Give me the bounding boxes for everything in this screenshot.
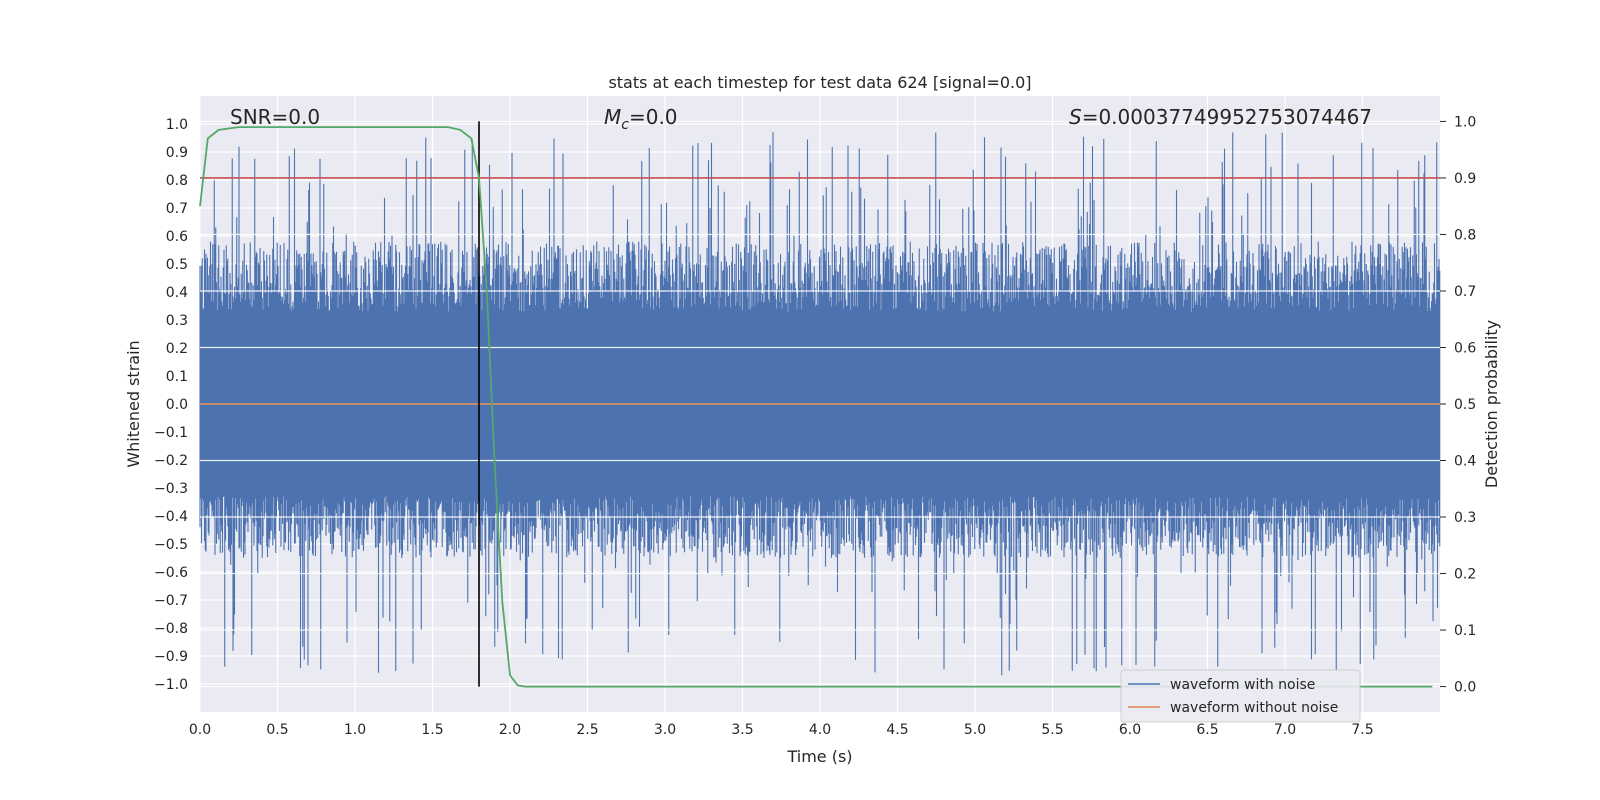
- y-tick-label: 0.6: [166, 229, 188, 245]
- y-tick-label: 0.1: [166, 369, 188, 385]
- ticks: 0.0 0.5 1.0 1.5 2.0 2.5 3.0 3.5 4.0 4.5 5.0 5.5 6.0 6…: [154, 114, 1476, 738]
- x-tick-label: 1.5: [421, 722, 443, 738]
- y-tick-label: −1.0: [154, 677, 188, 693]
- y-tick-label: −0.8: [154, 621, 188, 637]
- legend-label-clean: waveform without noise: [1170, 700, 1338, 716]
- snr-annotation: SNR=0.0: [230, 105, 320, 129]
- s-value: =0.00037749952753074467: [1082, 105, 1372, 129]
- y2-tick-label: 0.4: [1454, 454, 1476, 470]
- chirp-mass-value: =0.0: [629, 105, 678, 129]
- y2-tick-label: 0.2: [1454, 567, 1476, 583]
- x-tick-label: 4.0: [809, 722, 831, 738]
- y2-tick-label: 0.0: [1454, 680, 1476, 696]
- y-tick-label: −0.9: [154, 649, 188, 665]
- legend-box: [1120, 669, 1361, 723]
- y-tick-label: 0.2: [166, 341, 188, 357]
- x-tick-label: 2.0: [499, 722, 521, 738]
- y-tick-label: 0.7: [166, 201, 188, 217]
- y-axis-label: Whitened strain: [124, 340, 143, 467]
- y2-tick-label: 0.3: [1454, 510, 1476, 526]
- y2-tick-label: 0.5: [1454, 397, 1476, 413]
- y-tick-label: −0.1: [154, 425, 188, 441]
- y-tick-label: 0.4: [166, 285, 188, 301]
- y-tick-label: −0.6: [154, 565, 188, 581]
- y2-axis-label: Detection probability: [1482, 320, 1501, 488]
- y-tick-label: 0.9: [166, 145, 188, 161]
- y2-tick-label: 0.6: [1454, 340, 1476, 356]
- y2-tick-label: 0.9: [1454, 171, 1476, 187]
- x-tick-label: 1.0: [344, 722, 366, 738]
- x-tick-label: 3.0: [654, 722, 676, 738]
- y2-tick-label: 0.8: [1454, 227, 1476, 243]
- x-tick-label: 5.5: [1041, 722, 1063, 738]
- y-tick-label: 0.8: [166, 173, 188, 189]
- y2-tick-label: 0.1: [1454, 623, 1476, 639]
- x-tick-label: 0.0: [189, 722, 211, 738]
- y2-tick-label: 0.7: [1454, 284, 1476, 300]
- detection-probability-line: [199, 126, 1433, 688]
- chirp-mass-annotation: Mc=0.0: [604, 105, 678, 133]
- y-tick-label: −0.4: [154, 509, 188, 525]
- x-tick-label: 4.5: [886, 722, 908, 738]
- chirp-mass-symbol: M: [604, 105, 621, 129]
- x-tick-label: 2.5: [576, 722, 598, 738]
- chirp-mass-subscript: c: [621, 117, 629, 133]
- y-tick-label: 0.3: [166, 313, 188, 329]
- y-tick-label: 1.0: [166, 117, 188, 133]
- overlay-lines: [199, 120, 1440, 688]
- y-tick-label: −0.2: [154, 453, 188, 469]
- y2-tick-label: 1.0: [1454, 114, 1476, 130]
- y-tick-label: 0.0: [166, 397, 188, 413]
- chart-title: stats at each timestep for test data 624…: [608, 73, 1031, 92]
- y-tick-label: −0.3: [154, 481, 188, 497]
- x-axis-label: Time (s): [786, 747, 852, 766]
- y-tick-label: −0.5: [154, 537, 188, 553]
- y-tick-label: −0.7: [154, 593, 188, 609]
- y-tick-label: 0.5: [166, 257, 188, 273]
- x-tick-label: 6.5: [1196, 722, 1218, 738]
- x-tick-label: 6.0: [1119, 722, 1141, 738]
- x-tick-label: 7.5: [1351, 722, 1373, 738]
- x-tick-label: 0.5: [266, 722, 288, 738]
- legend: waveform with noise waveform without noi…: [1120, 669, 1361, 723]
- s-symbol: S: [1069, 105, 1082, 129]
- x-tick-label: 3.5: [731, 722, 753, 738]
- x-tick-label: 7.0: [1274, 722, 1296, 738]
- s-annotation: S=0.00037749952753074467: [1069, 105, 1372, 129]
- x-tick-label: 5.0: [964, 722, 986, 738]
- legend-label-noise: waveform with noise: [1170, 677, 1315, 693]
